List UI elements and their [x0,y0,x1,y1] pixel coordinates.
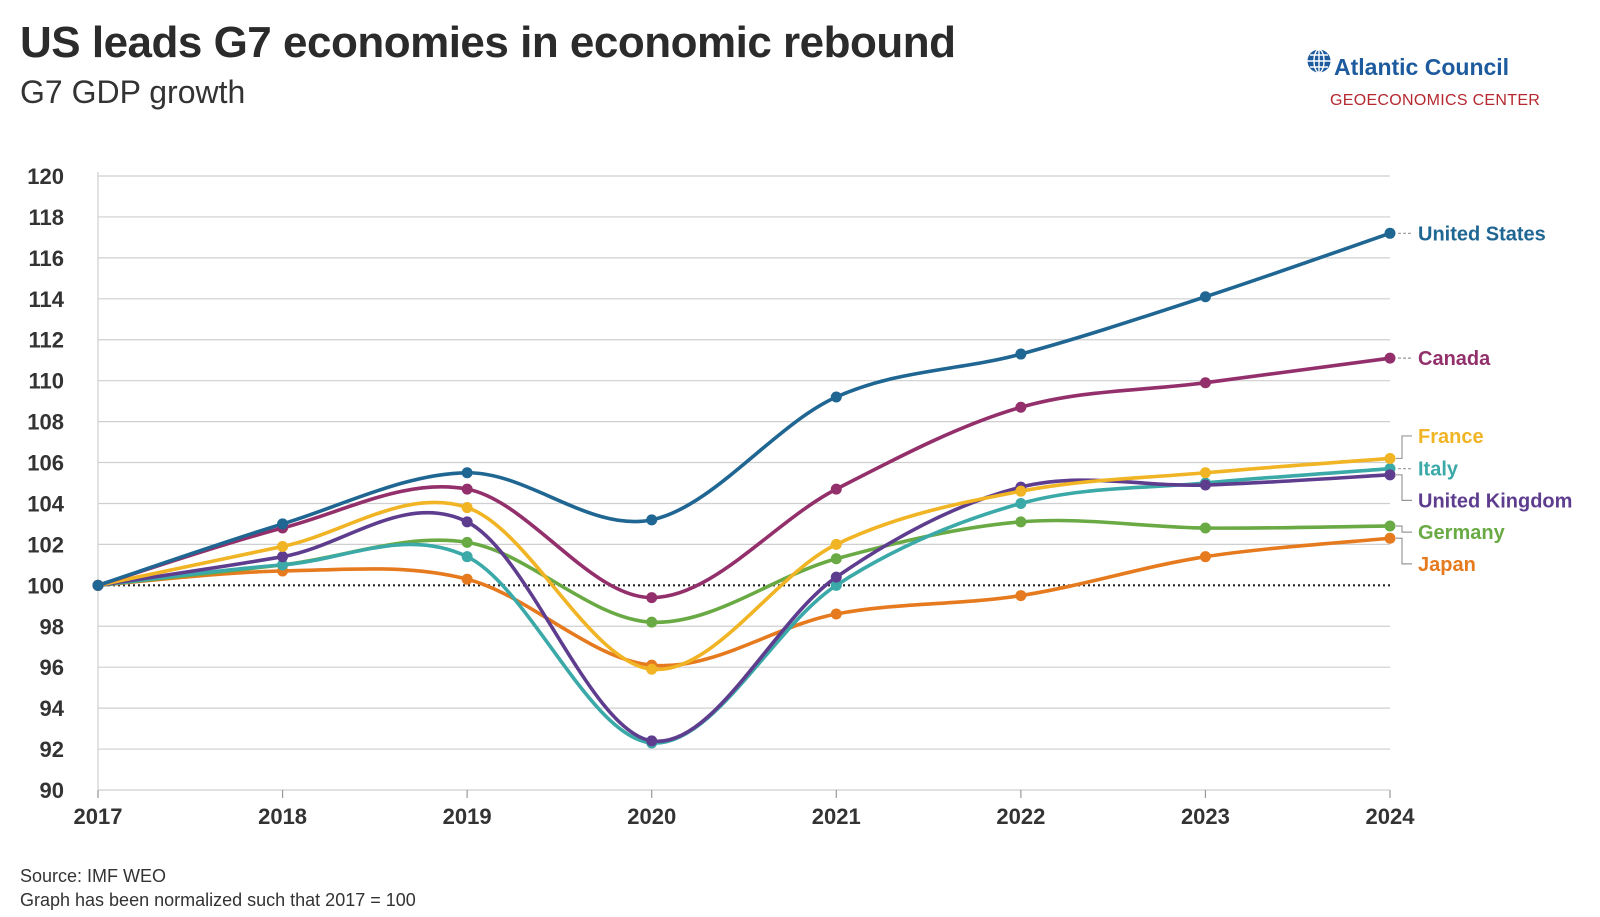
chart-subtitle: G7 GDP growth [20,74,246,110]
point-united-states-2021 [830,391,842,403]
label-united-states: United States [1418,223,1546,245]
point-canada-2021 [830,483,842,495]
gdp-line-chart: 90 92 94 96 98 100 102 104 106 108 110 112 114 116 118… [27,164,1572,829]
y-tick-98: 98 [40,614,64,639]
connector-japan [1396,537,1412,565]
point-germany-2020 [646,616,658,628]
point-united-kingdom-2024 [1384,469,1396,481]
point-italy-2018 [277,559,289,571]
point-france-2020 [646,663,658,675]
point-united-kingdom-2023 [1199,479,1211,491]
series-points [92,227,1396,749]
line-italy [96,466,1392,745]
y-tick-114: 114 [29,287,65,312]
y-tick-108: 108 [27,410,64,435]
point-united-kingdom-2021 [830,571,842,583]
y-tick-116: 116 [29,246,65,271]
point-united-states-2024 [1384,227,1396,239]
line-canada [96,356,1392,600]
point-canada-2024 [1384,352,1396,364]
point-united-states-2018 [277,518,289,530]
y-tick-100: 100 [27,573,64,598]
logo-subtitle: GEOECONOMICS CENTER [1330,92,1541,109]
point-france-2018 [277,540,289,552]
point-united-kingdom-2018 [277,551,289,563]
point-france-2021 [830,538,842,550]
point-united-states-2020 [646,514,658,526]
x-tick-2022: 2022 [996,804,1045,829]
point-canada-2022 [1015,401,1027,413]
point-germany-2021 [830,553,842,565]
x-tick-2018: 2018 [258,804,307,829]
connector-germany [1396,525,1412,533]
line-united-kingdom [96,473,1392,743]
x-tick-2017: 2017 [74,804,123,829]
atlantic-council-logo: Atlantic Council GEOECONOMICS CENTER [1306,48,1556,118]
point-italy-2021 [830,579,842,591]
y-tick-94: 94 [40,696,65,721]
point-canada-2020 [646,592,658,604]
point-united-states-2019 [461,467,473,479]
point-united-kingdom-2020 [646,735,658,747]
point-japan-2022 [1015,590,1027,602]
y-axis-ticks: 90 92 94 96 98 100 102 104 106 108 110 112 114 116 118… [27,164,64,803]
point-italy-2022 [1015,497,1027,509]
point-japan-2021 [830,608,842,620]
label-united-kingdom: United Kingdom [1418,490,1572,512]
label-japan: Japan [1418,554,1476,576]
grid-lines [97,172,1390,796]
series-labels: United States Canada France Italy United Kin… [1396,223,1572,576]
point-canada-2019 [461,483,473,495]
y-tick-104: 104 [27,491,64,516]
logo-name: Atlantic Council [1334,54,1510,80]
label-france: France [1418,426,1484,448]
point-germany-2024 [1384,520,1396,532]
point-united-kingdom-2019 [461,516,473,528]
label-germany: Germany [1418,522,1506,544]
x-tick-2021: 2021 [812,804,861,829]
chart-title: US leads G7 economies in economic reboun… [20,18,956,67]
point-france-2019 [461,502,473,514]
connector-united-kingdom [1396,474,1412,501]
globe-icon [1307,48,1331,74]
point-united-states-2017 [92,579,104,591]
point-germany-2022 [1015,516,1027,528]
y-tick-102: 102 [27,532,64,557]
y-tick-90: 90 [40,778,64,803]
point-france-2024 [1384,452,1396,464]
line-france [96,456,1392,672]
x-tick-2023: 2023 [1181,804,1230,829]
x-tick-2019: 2019 [443,804,492,829]
y-tick-120: 120 [27,164,64,189]
y-tick-92: 92 [40,737,64,762]
point-canada-2023 [1199,377,1211,389]
point-france-2022 [1015,485,1027,497]
connector-france [1396,435,1412,460]
point-united-states-2023 [1199,291,1211,303]
x-tick-2020: 2020 [627,804,676,829]
point-france-2023 [1199,467,1211,479]
point-japan-2024 [1384,532,1396,544]
y-tick-96: 96 [40,655,64,680]
point-japan-2019 [461,573,473,585]
series-lines [96,231,1392,745]
label-canada: Canada [1418,348,1491,370]
point-united-states-2022 [1015,348,1027,360]
point-germany-2023 [1199,522,1211,534]
source-note: Source: IMF WEO [20,866,167,886]
y-tick-106: 106 [27,451,64,476]
label-italy: Italy [1418,459,1459,481]
point-germany-2019 [461,536,473,548]
line-japan [96,536,1392,668]
y-tick-118: 118 [29,205,65,230]
normalization-note: Graph has been normalized such that 2017… [20,890,416,910]
y-tick-112: 112 [29,328,65,353]
line-united-states [96,231,1392,588]
x-tick-2024: 2024 [1366,804,1416,829]
y-tick-110: 110 [29,369,65,394]
point-italy-2019 [461,551,473,563]
x-axis-ticks: 2017 2018 2019 2020 2021 2022 2023 2024 [74,790,1416,829]
point-japan-2023 [1199,551,1211,563]
